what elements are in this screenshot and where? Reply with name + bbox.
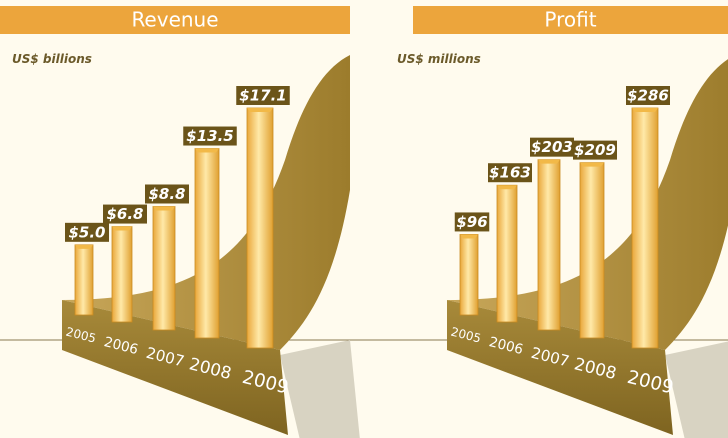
bar-top [112, 227, 132, 231]
panel: US$ millions$962005$1632006$2032007$2092… [397, 52, 728, 438]
value-label: $203 [531, 138, 573, 156]
bar-top [538, 160, 560, 164]
value-label: $286 [627, 87, 669, 105]
bar-top [153, 206, 175, 210]
shadow [280, 340, 360, 438]
value-label: $163 [489, 164, 531, 182]
subtitle: US$ billions [12, 52, 92, 66]
bar-top [75, 245, 93, 249]
bar-top [195, 149, 219, 153]
bar [497, 185, 517, 322]
bar-top [247, 108, 273, 112]
bar [75, 245, 93, 315]
value-label: $5.0 [68, 223, 105, 241]
bar-top [580, 163, 604, 167]
value-label: $13.5 [186, 127, 233, 145]
bar [195, 149, 219, 338]
value-label: $17.1 [239, 87, 286, 105]
chart-title: Profit [544, 8, 596, 32]
value-label: $209 [574, 141, 616, 159]
bar [580, 163, 604, 338]
chart-title: Revenue [131, 8, 218, 32]
value-label: $6.8 [106, 205, 143, 223]
value-label: $8.8 [148, 185, 185, 203]
bar-top [460, 234, 478, 238]
bar [112, 227, 132, 322]
bar [632, 108, 658, 348]
bar [538, 160, 560, 330]
subtitle: US$ millions [397, 52, 481, 66]
page: US$ billions$5.02005$6.82006$8.82007$13.… [0, 0, 728, 438]
shadow [665, 340, 728, 438]
value-label: $96 [456, 213, 487, 231]
bar [247, 108, 273, 348]
bar [460, 234, 478, 315]
bar-top [497, 185, 517, 189]
panel: US$ billions$5.02005$6.82006$8.82007$13.… [12, 52, 360, 438]
bar [153, 206, 175, 330]
bar-top [632, 108, 658, 112]
